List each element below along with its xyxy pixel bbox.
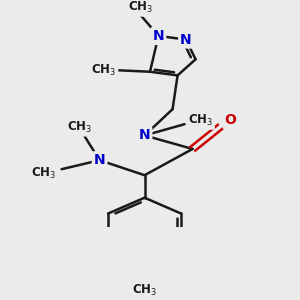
Text: N: N <box>139 128 150 142</box>
Text: CH$_3$: CH$_3$ <box>132 283 157 298</box>
Text: CH$_3$: CH$_3$ <box>188 113 213 128</box>
Text: N: N <box>180 33 192 46</box>
Text: CH$_3$: CH$_3$ <box>92 63 117 78</box>
Text: CH$_3$: CH$_3$ <box>67 120 92 135</box>
Text: N: N <box>153 29 164 43</box>
Text: O: O <box>225 113 236 128</box>
Text: CH$_3$: CH$_3$ <box>31 165 56 181</box>
Text: N: N <box>94 153 105 167</box>
Text: CH$_3$: CH$_3$ <box>128 0 153 15</box>
